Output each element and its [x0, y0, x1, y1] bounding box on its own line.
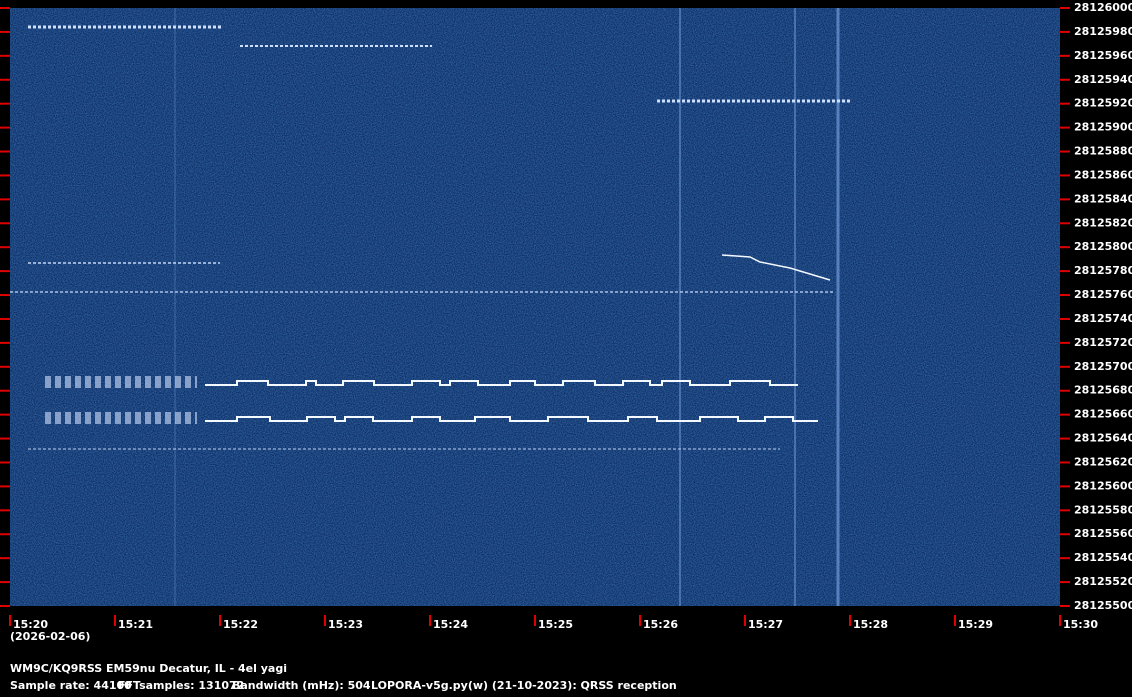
- y-tick-label: 28125760: [1074, 288, 1132, 301]
- y-tick-label: 28125500: [1074, 599, 1132, 612]
- y-tick-label: 28125720: [1074, 336, 1132, 349]
- y-tick-label: 28125800: [1074, 240, 1132, 253]
- y-tick-label: 28125840: [1074, 192, 1132, 205]
- y-tick-label: 28125960: [1074, 49, 1132, 62]
- y-tick-label: 28125880: [1074, 145, 1132, 158]
- info-label: Sample rate: 44100: [10, 679, 132, 692]
- y-tick-label: 28125780: [1074, 264, 1132, 277]
- waterfall: [10, 8, 1060, 606]
- x-tick-label: 15:29: [958, 618, 993, 631]
- x-tick-label: 15:24: [433, 618, 468, 631]
- x-tick-label: 15:21: [118, 618, 153, 631]
- x-tick-label: 15:20: [13, 618, 48, 631]
- y-tick-label: 28125980: [1074, 25, 1132, 38]
- date-label: (2026-02-06): [10, 630, 90, 643]
- y-tick-label: 28125740: [1074, 312, 1132, 325]
- y-tick-label: 28125540: [1074, 551, 1132, 564]
- y-tick-label: 28125660: [1074, 408, 1132, 421]
- y-tick-label: 28125900: [1074, 121, 1132, 134]
- y-tick-label: 28125560: [1074, 527, 1132, 540]
- info-label: LOPORA-v5g.py(w) (21-10-2023): QRSS rece…: [371, 679, 677, 692]
- y-tick-label: 28125520: [1074, 575, 1132, 588]
- y-tick-label: 28125580: [1074, 503, 1132, 516]
- y-tick-label: 28125680: [1074, 384, 1132, 397]
- x-tick-label: 15:23: [328, 618, 363, 631]
- y-tick-label: 28125640: [1074, 432, 1132, 445]
- x-tick-label: 15:26: [643, 618, 678, 631]
- y-tick-label: 28125600: [1074, 479, 1132, 492]
- x-tick-label: 15:30: [1063, 618, 1098, 631]
- y-tick-label: 28125820: [1074, 216, 1132, 229]
- y-tick-label: 28125860: [1074, 168, 1132, 181]
- info-label: Bandwidth (mHz): 504: [232, 679, 371, 692]
- station-label: WM9C/KQ9RSS EM59nu Decatur, IL - 4el yag…: [10, 662, 287, 675]
- x-tick-label: 15:27: [748, 618, 783, 631]
- y-tick-label: 28125700: [1074, 360, 1132, 373]
- y-tick-label: 28125940: [1074, 73, 1132, 86]
- x-tick-label: 15:28: [853, 618, 888, 631]
- x-tick-label: 15:22: [223, 618, 258, 631]
- x-tick-label: 15:25: [538, 618, 573, 631]
- y-tick-label: 28125620: [1074, 455, 1132, 468]
- info-label: FFTsamples: 131072: [118, 679, 244, 692]
- y-tick-label: 28125920: [1074, 97, 1132, 110]
- y-tick-label: 28126000: [1074, 1, 1132, 14]
